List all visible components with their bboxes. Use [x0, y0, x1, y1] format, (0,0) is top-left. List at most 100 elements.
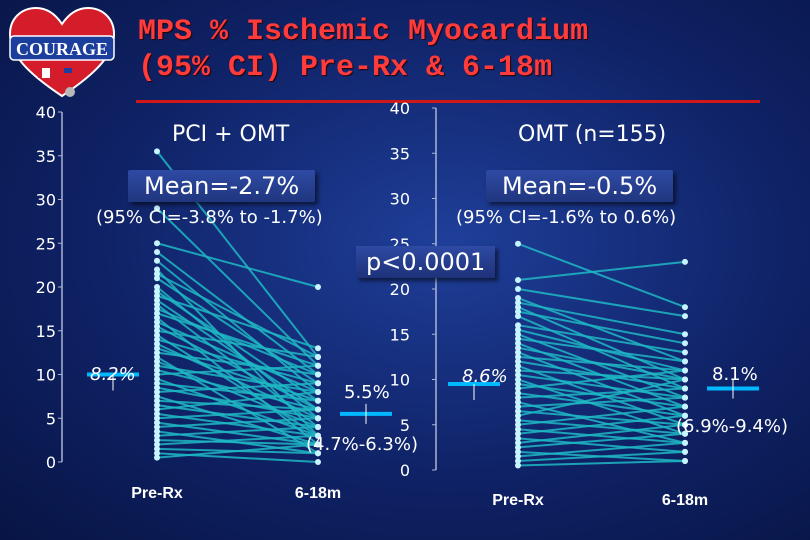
pre-point	[515, 299, 521, 306]
patient-line	[156, 364, 319, 393]
patient-line	[156, 382, 319, 393]
y-tick-label: 35	[390, 144, 410, 163]
post-point	[682, 403, 688, 410]
pre-point	[515, 390, 521, 397]
pre-point	[154, 432, 160, 439]
pre-point	[154, 345, 160, 352]
pre-point	[154, 371, 160, 378]
patient-line	[156, 391, 319, 411]
y-tick-label: 10	[390, 371, 410, 390]
patient-line	[156, 377, 319, 437]
pre-point	[154, 292, 160, 299]
patient-line	[517, 383, 686, 408]
post-point	[315, 380, 321, 387]
patient-line	[156, 329, 319, 358]
pre-point	[515, 408, 521, 415]
post-point	[315, 450, 321, 457]
post-point	[682, 349, 688, 356]
patient-line	[156, 351, 319, 376]
seal-icon	[65, 87, 75, 97]
pre-point	[515, 349, 521, 356]
pre-point	[154, 340, 160, 347]
patient-line	[517, 242, 686, 309]
pre-point	[515, 331, 521, 338]
page-title: MPS % Ischemic Myocardium (95% CI) Pre-R…	[138, 14, 588, 86]
pre-point	[154, 305, 160, 312]
patient-line	[156, 426, 319, 437]
patient-line	[517, 310, 686, 345]
patient-line	[517, 387, 686, 399]
pre-point	[154, 314, 160, 321]
mean-box-omt: Mean=-0.5%	[486, 170, 674, 202]
pre-point	[154, 323, 160, 330]
pre-point	[515, 371, 521, 378]
pre-point	[154, 284, 160, 290]
pre-point	[154, 367, 160, 374]
y-tick-label: 15	[390, 325, 410, 344]
pre-point	[515, 335, 521, 342]
p-value-box: p<0.0001	[356, 246, 496, 278]
patient-line	[517, 337, 686, 363]
ci-label-pci: (95% CI=-3.8% to -1.7%)	[96, 207, 323, 228]
pre-point	[154, 266, 160, 273]
post-point	[315, 424, 321, 430]
patient-line	[517, 315, 686, 390]
pre-point	[154, 310, 160, 317]
pre-point	[154, 240, 160, 247]
y-tick-label: 0	[46, 453, 56, 472]
pre-point	[154, 319, 160, 325]
y-tick-label: 30	[390, 190, 410, 209]
pre-point	[515, 362, 521, 369]
category-label: 6-18m	[662, 492, 708, 509]
patient-line	[156, 434, 319, 446]
post-point	[315, 397, 321, 404]
ci-label-omt: (95% CI=-1.6% to 0.6%)	[456, 207, 677, 228]
patient-line	[517, 369, 686, 381]
pre-point	[154, 257, 160, 264]
pre-point	[154, 389, 160, 395]
pre-point	[515, 322, 521, 329]
pre-point	[154, 358, 160, 365]
pre-point	[515, 304, 521, 311]
post-point	[682, 258, 688, 265]
patient-line	[517, 301, 686, 336]
patient-line	[156, 408, 319, 420]
patient-line	[156, 399, 319, 411]
patient-line	[517, 333, 686, 399]
patient-line	[517, 324, 686, 354]
post-ci-label-pci: (4.7%-6.3%)	[306, 434, 418, 455]
patient-line	[156, 294, 319, 350]
pre-point	[515, 399, 521, 406]
patient-line	[517, 450, 686, 462]
pre-point	[154, 428, 160, 435]
post-median-label-omt: 8.1%	[712, 364, 758, 385]
post-point	[682, 412, 688, 419]
pre-point	[515, 313, 521, 320]
y-tick-label: 10	[36, 366, 56, 385]
patient-line	[156, 321, 319, 393]
patient-line	[517, 378, 686, 417]
pre-point	[515, 295, 521, 302]
group-label-omt: OMT (n=155)	[518, 122, 667, 147]
patient-line	[156, 364, 319, 376]
pre-point	[154, 454, 160, 461]
pre-point	[515, 448, 521, 455]
title-line-2: (95% CI) Pre-Rx & 6-18m	[138, 51, 553, 85]
post-point	[682, 376, 688, 383]
post-point	[315, 389, 321, 395]
pre-point	[154, 402, 160, 409]
p-value: p<0.0001	[366, 248, 486, 276]
pre-point	[515, 353, 521, 360]
patient-line	[156, 338, 319, 385]
post-point	[315, 284, 321, 290]
patient-line	[517, 260, 686, 281]
post-point	[315, 459, 321, 465]
pre-point	[515, 376, 521, 383]
pre-point	[154, 332, 160, 339]
pre-point	[515, 462, 521, 469]
patient-line	[156, 369, 319, 411]
pre-point	[154, 288, 160, 295]
pre-point	[515, 240, 521, 247]
post-point	[682, 340, 688, 347]
